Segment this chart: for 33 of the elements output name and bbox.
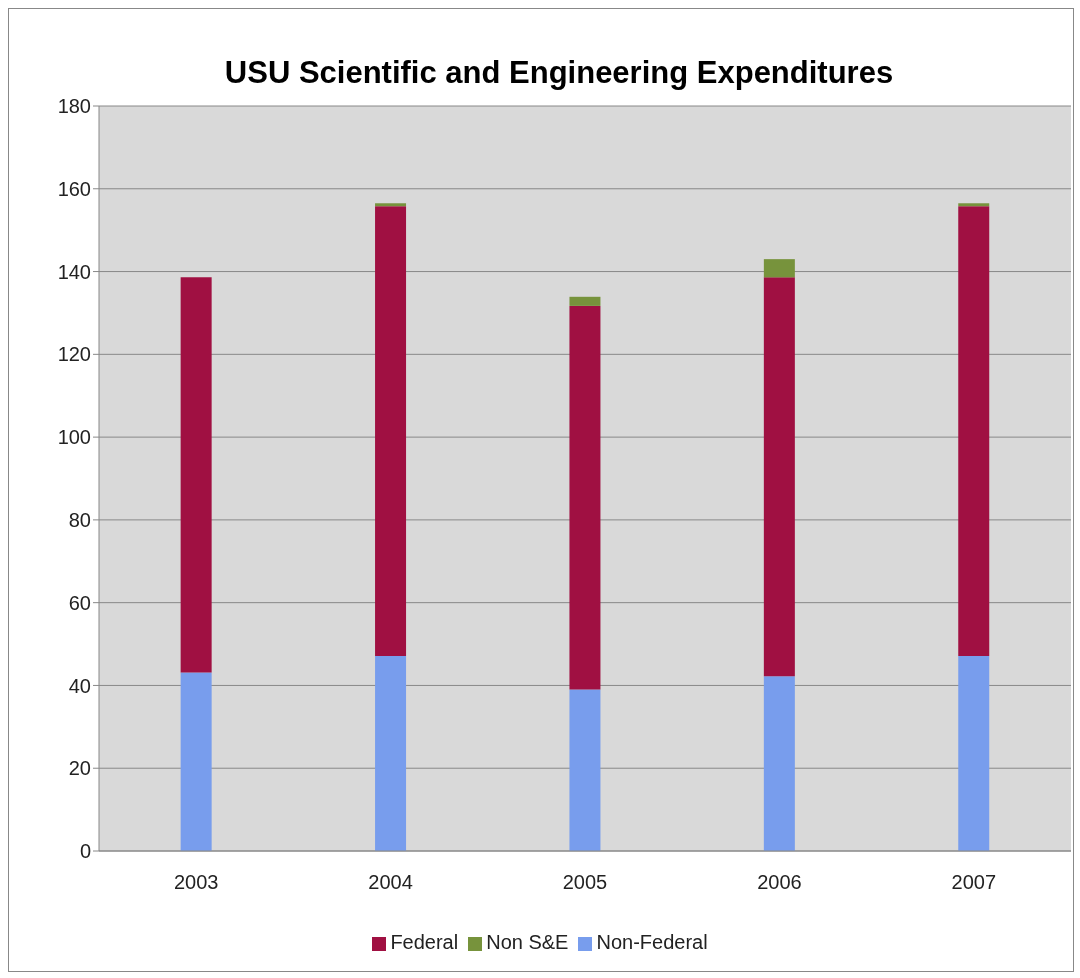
bar <box>375 203 407 207</box>
bar <box>763 277 795 677</box>
bar <box>763 676 795 851</box>
bar <box>958 656 990 851</box>
y-tick-label: 160 <box>57 177 91 200</box>
x-tick-label: 2005 <box>562 871 608 894</box>
bar <box>180 277 212 673</box>
legend-label: Federal <box>390 931 459 953</box>
bar <box>763 259 795 278</box>
bar <box>569 296 601 306</box>
y-tick-label: 0 <box>79 840 91 863</box>
y-tick-label: 120 <box>57 343 91 366</box>
x-tick-label: 2004 <box>368 871 413 894</box>
bar <box>375 206 407 657</box>
bar <box>569 689 601 851</box>
chart-title: USU Scientific and Engineering Expenditures <box>223 55 895 91</box>
bar <box>180 672 212 851</box>
y-tick-label: 140 <box>57 260 91 283</box>
x-tick-label: 2003 <box>173 871 219 894</box>
y-tick-label: 60 <box>68 591 91 614</box>
bar <box>958 203 990 207</box>
y-tick-label: 100 <box>57 426 91 449</box>
legend-label: Non S&E <box>486 931 569 953</box>
y-tick-label: 180 <box>57 95 91 118</box>
bar <box>569 305 601 690</box>
legend-label: Non-Federal <box>596 931 708 953</box>
y-tick-label: 40 <box>68 674 91 697</box>
bar <box>958 206 990 657</box>
y-tick-label: 20 <box>68 757 91 780</box>
x-tick-label: 2006 <box>757 871 802 894</box>
y-tick-label: 80 <box>68 508 91 531</box>
x-tick-label: 2007 <box>951 871 997 894</box>
bar <box>375 656 407 851</box>
